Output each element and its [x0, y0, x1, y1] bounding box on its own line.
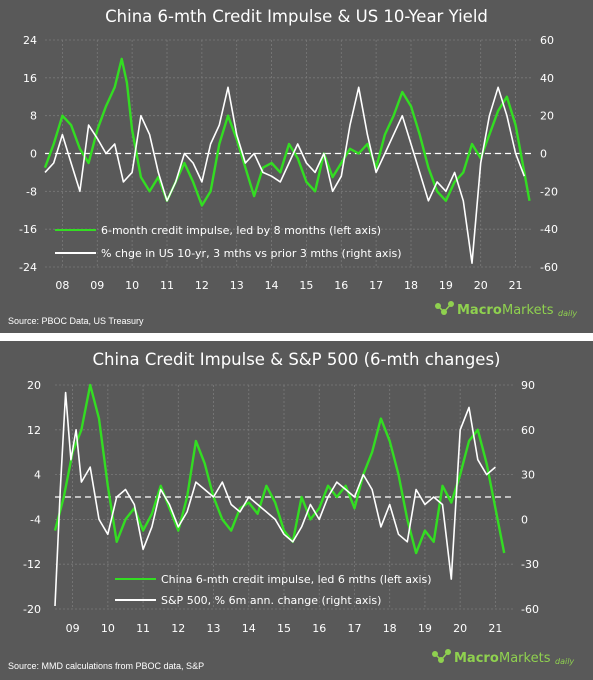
x-tick-label: 17: [347, 622, 361, 635]
x-tick-label: 21: [509, 279, 523, 292]
source-note: Source: MMD calculations from PBOC data,…: [8, 661, 205, 671]
x-tick-label: 20: [453, 622, 467, 635]
logo-text-b: Markets: [499, 651, 551, 666]
legend-label: 6-month credit impulse, led by 8 months …: [101, 224, 381, 237]
x-tick-label: 15: [277, 622, 291, 635]
y-left-tick-label: 8: [30, 110, 37, 123]
x-tick-label: 12: [195, 279, 209, 292]
x-tick-label: 18: [404, 279, 418, 292]
logo-text-a: Macro: [454, 651, 499, 666]
x-tick-label: 21: [488, 622, 502, 635]
x-tick-label: 13: [207, 622, 221, 635]
chart-title: China Credit Impulse & S&P 500 (6-mth ch…: [92, 350, 501, 369]
y-right-tick-label: -40: [540, 223, 558, 236]
y-left-tick-label: 12: [27, 424, 41, 437]
x-tick-label: 16: [312, 622, 326, 635]
x-tick-label: 15: [299, 279, 313, 292]
legend-label: S&P 500, % 6m ann. change (right axis): [161, 594, 381, 607]
y-right-tick-label: 0: [540, 148, 547, 161]
logo-mark: Macro Markets daily: [432, 649, 574, 666]
chart-title: China 6-mth Credit Impulse & US 10-Year …: [105, 7, 488, 26]
x-tick-label: 12: [171, 622, 185, 635]
y-left-tick-label: -16: [19, 223, 37, 236]
y-right-tick-label: -60: [521, 603, 539, 616]
x-tick-label: 18: [383, 622, 397, 635]
y-left-tick-label: -4: [30, 513, 41, 526]
y-right-tick-label: -30: [521, 558, 539, 571]
y-left-tick-label: 20: [27, 379, 41, 392]
series-line-sp500: [54, 391, 496, 607]
x-tick-label: 20: [474, 279, 488, 292]
legend-label: % chge in US 10-yr, 3 mths vs prior 3 mt…: [101, 247, 402, 260]
x-tick-label: 16: [334, 279, 348, 292]
y-right-tick-label: 60: [540, 34, 554, 47]
chart-panel-credit-vs-yield: China 6-mth Credit Impulse & US 10-Year …: [0, 0, 593, 333]
x-tick-label: 14: [265, 279, 279, 292]
x-tick-label: 11: [160, 279, 174, 292]
series-line-credit-impulse: [43, 57, 531, 207]
x-tick-label: 11: [136, 622, 150, 635]
y-right-tick-label: 0: [521, 513, 528, 526]
logo-text-suffix: daily: [558, 309, 577, 318]
y-left-tick-label: -12: [23, 558, 41, 571]
y-right-tick-label: 30: [521, 469, 535, 482]
y-left-tick-label: -8: [26, 185, 37, 198]
legend-label: China 6-mth credit impulse, led 6 mths (…: [161, 573, 432, 586]
logo-text-b: Markets: [502, 303, 554, 318]
x-tick-label: 19: [439, 279, 453, 292]
x-tick-label: 17: [369, 279, 383, 292]
plot-area: 20 90 12 60 4 30 -4 0 -12 -30 -20 -60 09 10 11 12 13 14 15…: [23, 379, 539, 635]
plot-area: 24 60 16 40 8 20 0 0 -8 -20 -16 -40 -24 -60 08 09 10 11 12…: [19, 34, 558, 292]
chart-panel-credit-vs-sp500: China Credit Impulse & S&P 500 (6-mth ch…: [0, 341, 593, 680]
y-right-tick-label: 40: [540, 72, 554, 85]
series-line-credit-impulse: [53, 383, 506, 555]
y-left-tick-label: 0: [30, 148, 37, 161]
x-tick-label: 14: [242, 622, 256, 635]
y-right-tick-label: 20: [540, 110, 554, 123]
x-tick-label: 09: [66, 622, 80, 635]
logo-text-a: Macro: [457, 303, 502, 318]
x-tick-label: 10: [125, 279, 139, 292]
y-right-tick-label: -20: [540, 185, 558, 198]
logo-mark: Macro Markets daily: [435, 301, 577, 318]
x-tick-label: 08: [55, 279, 69, 292]
x-tick-label: 09: [90, 279, 104, 292]
y-left-tick-label: 4: [34, 469, 41, 482]
y-right-tick-label: 60: [521, 424, 535, 437]
source-note: Source: PBOC Data, US Treasury: [8, 316, 144, 326]
y-left-tick-label: -20: [23, 603, 41, 616]
y-left-tick-label: 16: [23, 72, 37, 85]
y-right-tick-label: -60: [540, 261, 558, 274]
series-line-us-10yr: [44, 86, 526, 265]
macromarkets-logo: Macro Markets daily: [427, 646, 587, 672]
y-left-tick-label: 24: [23, 34, 37, 47]
y-right-tick-label: 90: [521, 379, 535, 392]
x-tick-label: 19: [418, 622, 432, 635]
logo-text-suffix: daily: [555, 657, 574, 666]
macromarkets-logo: Macro Markets daily: [430, 298, 580, 324]
x-tick-label: 10: [101, 622, 115, 635]
x-tick-label: 13: [230, 279, 244, 292]
y-left-tick-label: -24: [19, 261, 37, 274]
